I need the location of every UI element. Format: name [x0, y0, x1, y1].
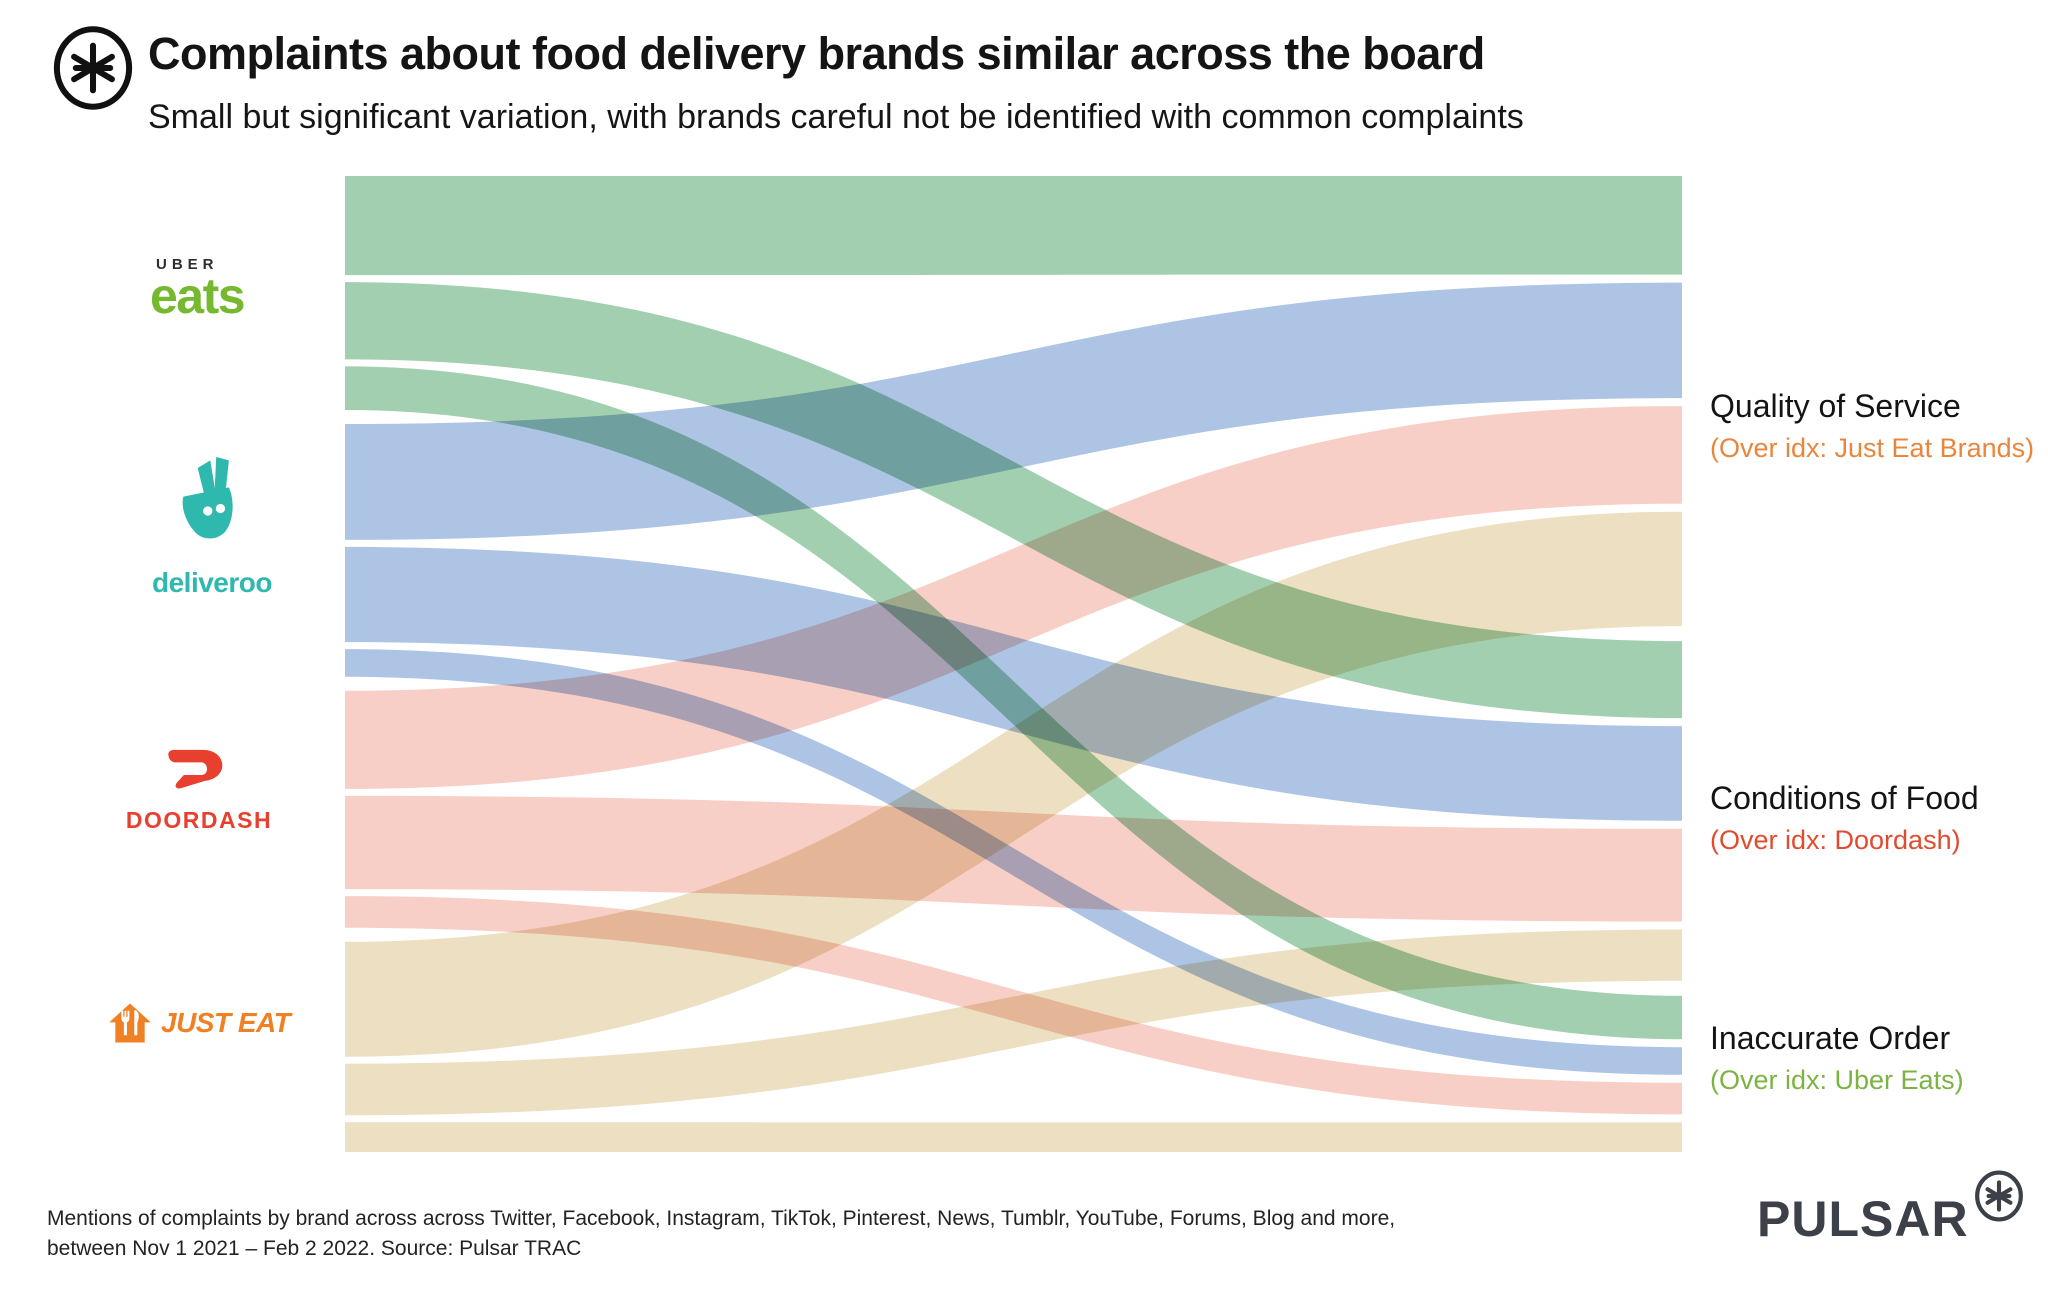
page-subtitle: Small but significant variation, with br… [148, 98, 1524, 136]
pulsar-asterisk-icon-small [1974, 1170, 2023, 1222]
category-overindex-note: (Over idx: Uber Eats) [1710, 1064, 1964, 1095]
pulsar-wordmark: PULSAR [1757, 1191, 1969, 1247]
flow-just-eat-to-inaccurate-order [345, 1122, 1682, 1152]
flow-deliveroo-to-quality-of-service [345, 282, 1682, 540]
sankey-chart [345, 176, 1682, 1152]
flow-doordash-to-quality-of-service [345, 406, 1682, 789]
justeat-wordmark: JUST EAT [161, 1007, 291, 1038]
category-name: Conditions of Food [1710, 780, 1979, 816]
brand-logo-uber-eats: UBER eats [150, 256, 280, 321]
category-name: Quality of Service [1710, 388, 1961, 424]
justeat-house-icon [109, 1003, 151, 1043]
pulsar-asterisk-icon [53, 26, 133, 110]
category-name: Inaccurate Order [1710, 1020, 1951, 1056]
footer-line-1: Mentions of complaints by brand across a… [47, 1207, 1396, 1230]
footer-line-2: between Nov 1 2021 – Feb 2 2022. Source:… [47, 1237, 582, 1260]
flow-just-eat-to-conditions-of-food [345, 929, 1682, 1116]
category-overindex-note: (Over idx: Doordash) [1710, 824, 1961, 855]
page-title: Complaints about food delivery brands si… [148, 28, 1485, 79]
category-overindex-note: (Over idx: Just Eat Brands) [1710, 432, 2035, 463]
uber-wordmark: UBER [156, 256, 219, 273]
brand-logo-deliveroo: deliveroo [146, 448, 278, 599]
category-label-inaccurate-order: Inaccurate Order (Over idx: Uber Eats) [1710, 1020, 2040, 1095]
brand-logo-just-eat: JUST EAT [108, 992, 291, 1054]
flow-doordash-to-conditions-of-food [345, 795, 1682, 922]
category-label-quality-of-service: Quality of Service (Over idx: Just Eat B… [1710, 388, 2040, 463]
brand-logo-doordash: DOORDASH [122, 748, 276, 834]
category-label-conditions-of-food: Conditions of Food (Over idx: Doordash) [1710, 780, 2040, 855]
pulsar-logo: PULSAR [1757, 1170, 2025, 1248]
footer-source-text: Mentions of complaints by brand across a… [47, 1204, 1547, 1264]
flow-deliveroo-to-conditions-of-food [345, 546, 1682, 821]
flow-uber-eats-to-quality-of-service [345, 176, 1682, 276]
eats-wordmark: eats [150, 268, 246, 324]
deliveroo-kangaroo-icon [182, 456, 233, 539]
sankey-svg [345, 176, 1682, 1152]
deliveroo-wordmark: deliveroo [152, 567, 272, 598]
doordash-d-icon [168, 749, 223, 789]
doordash-wordmark: DOORDASH [125, 807, 273, 833]
flow-just-eat-to-quality-of-service [345, 511, 1682, 1057]
